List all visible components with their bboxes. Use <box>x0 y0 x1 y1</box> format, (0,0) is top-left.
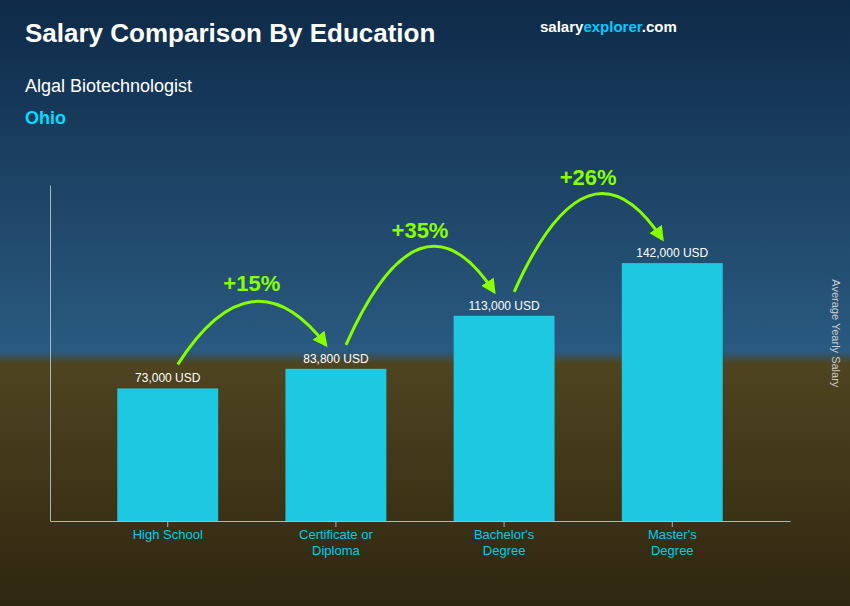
annotations: +15% +35% +26% <box>178 165 662 364</box>
y-axis <box>50 186 51 522</box>
data-labels: 73,000 USD 83,800 USD 113,000 USD 142,000 U… <box>135 246 709 385</box>
title: Salary Comparison By Education <box>25 18 435 48</box>
x-axis: High School Certificate orDiploma Bachelor… <box>51 521 791 558</box>
bar <box>117 388 218 521</box>
data-label: 73,000 USD <box>135 371 201 385</box>
bar <box>454 316 555 521</box>
x-tick-mark <box>672 521 673 527</box>
x-tick: High School <box>133 521 203 542</box>
change-arrow <box>346 246 494 345</box>
background <box>0 0 850 606</box>
x-axis-line <box>51 521 791 522</box>
watermark-part: .com <box>642 18 677 35</box>
data-label: 113,000 USD <box>469 299 540 313</box>
x-tick: Bachelor'sDegree <box>474 521 535 558</box>
chart: Salary Comparison By Education Algal Biot… <box>0 0 850 606</box>
subtitle: Ohio <box>25 108 66 128</box>
change-label: +26% <box>560 165 617 190</box>
bar <box>285 369 386 521</box>
data-label: 142,000 USD <box>636 246 708 260</box>
x-tick-mark <box>167 521 168 527</box>
x-tick-label: High School <box>133 527 203 542</box>
subtitle: Algal Biotechnologist <box>25 76 192 96</box>
x-tick-mark <box>504 521 505 527</box>
y-axis-line <box>50 186 51 522</box>
watermark-part: explorer <box>583 18 642 35</box>
x-tick-label: Bachelor'sDegree <box>474 527 535 558</box>
watermark: salaryexplorer.com <box>540 18 677 35</box>
x-tick-label: Certificate orDiploma <box>299 527 373 558</box>
bar <box>622 263 723 521</box>
data-label: 83,800 USD <box>303 352 369 366</box>
y-axis-title: Average Yearly Salary <box>830 279 842 388</box>
change-arrow <box>178 301 326 364</box>
change-label: +15% <box>223 271 280 296</box>
change-label: +35% <box>392 218 449 243</box>
bars <box>117 263 722 521</box>
x-tick-mark <box>335 521 336 527</box>
x-tick: Master'sDegree <box>648 521 697 558</box>
x-tick: Certificate orDiploma <box>299 521 373 558</box>
x-tick-label: Master'sDegree <box>648 527 697 558</box>
watermark-part: salary <box>540 18 584 35</box>
change-arrow <box>514 194 662 292</box>
